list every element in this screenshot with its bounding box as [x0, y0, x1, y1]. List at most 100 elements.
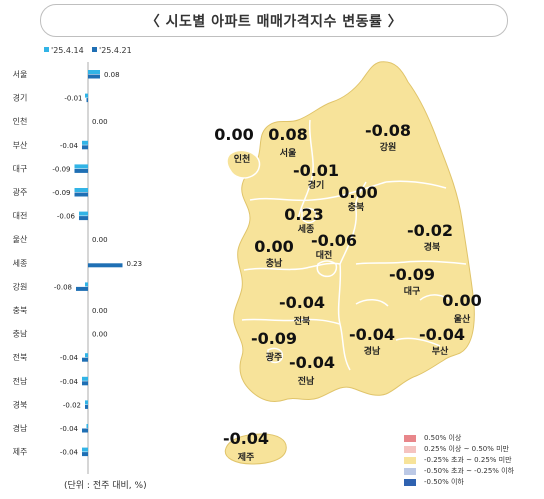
bar — [86, 424, 88, 428]
incheon-shape — [226, 149, 261, 179]
category-label: 울산 — [13, 234, 28, 244]
map-legend-swatch — [404, 478, 416, 486]
category-label: 전남 — [13, 376, 28, 386]
unit-note: (단위 : 전주 대비, %) — [64, 481, 147, 491]
map-legend: 0.50% 이상 0.25% 이상 ~ 0.50% 미만 -0.25% 초과 ~ 0… — [404, 433, 514, 488]
value-label: -0.09 — [52, 189, 70, 197]
category-label: 서울 — [13, 70, 28, 79]
map-legend-swatch — [404, 456, 416, 464]
value-label: -0.09 — [52, 165, 70, 173]
map-region-name: 제주 — [238, 451, 255, 463]
map-value: -0.06 — [311, 231, 357, 250]
map-legend-label: 0.50% 이상 — [424, 434, 462, 442]
category-label: 광주 — [13, 187, 28, 197]
map-legend-item: -0.50% 이하 — [404, 477, 514, 487]
value-label: -0.04 — [60, 354, 79, 362]
bar — [82, 376, 88, 381]
title-bar: 〈 시도별 아파트 매매가격지수 변동률 〉 — [40, 4, 508, 37]
bar — [82, 145, 88, 150]
map-shapes — [224, 61, 475, 465]
bar-chart: '25.4.14 '25.4.21 서울 0.08 경기 -0.01 인천 0.00 부산 -0.… — [13, 46, 143, 474]
bar — [79, 211, 88, 216]
map-legend-label: -0.25% 초과 ~ 0.25% 미만 — [424, 456, 512, 464]
category-label: 세종 — [13, 259, 28, 268]
map-region-name: 대구 — [404, 285, 421, 297]
map-value: -0.04 — [349, 325, 395, 344]
map-region-name: 광주 — [266, 351, 283, 363]
category-label: 대전 — [13, 211, 28, 221]
value-label: 0.00 — [92, 307, 108, 315]
map-region-name: 대전 — [316, 249, 333, 261]
value-label: 0.08 — [104, 71, 120, 79]
map-legend-item: 0.50% 이상 — [404, 433, 514, 443]
bar — [82, 452, 88, 457]
value-label: -0.04 — [60, 142, 79, 150]
bar — [88, 263, 123, 268]
chart-title: 〈 시도별 아파트 매매가격지수 변동률 〉 — [145, 14, 403, 30]
map-region-name: 인천 — [234, 154, 251, 165]
bar — [82, 428, 88, 433]
map-legend-item: -0.25% 초과 ~ 0.25% 미만 — [404, 455, 514, 465]
map-legend-label: -0.50% 초과 ~ -0.25% 이하 — [424, 467, 515, 475]
map-value: -0.09 — [389, 265, 435, 284]
category-label: 경남 — [13, 423, 28, 433]
map-legend-item: 0.25% 이상 ~ 0.50% 미만 — [404, 444, 514, 454]
bar — [76, 286, 88, 291]
map-region-name: 부산 — [432, 345, 449, 357]
map-legend-item: -0.50% 초과 ~ -0.25% 이하 — [404, 466, 514, 476]
bar — [74, 192, 88, 197]
bar — [82, 381, 88, 386]
bar — [88, 70, 100, 74]
map-value: -0.04 — [223, 429, 269, 448]
map-value: 0.23 — [284, 205, 323, 224]
legend-label: '25.4.14 — [51, 46, 84, 55]
map-value: 0.00 — [442, 291, 481, 310]
map-legend-swatch — [404, 434, 416, 442]
category-label: 전북 — [13, 352, 28, 362]
map-legend-swatch — [404, 467, 416, 475]
category-label: 충남 — [13, 330, 28, 339]
category-label: 인천 — [13, 116, 28, 126]
map-region-name: 전북 — [294, 315, 311, 327]
map-value: 0.08 — [268, 125, 307, 144]
legend-swatch — [44, 47, 49, 52]
province-borders — [241, 119, 467, 371]
map-value: -0.04 — [289, 353, 335, 372]
map-legend-label: -0.50% 이하 — [424, 478, 464, 486]
value-label: -0.01 — [64, 95, 82, 103]
legend-swatch — [92, 47, 97, 52]
bar — [85, 353, 88, 358]
bar — [85, 93, 88, 98]
map-region-name: 서울 — [280, 147, 297, 159]
bar — [86, 98, 88, 103]
bar — [85, 404, 88, 409]
map-legend-swatch — [404, 445, 416, 453]
bar — [82, 447, 88, 452]
value-label: 0.23 — [127, 260, 143, 268]
category-label: 대구 — [13, 164, 28, 173]
value-label: 0.00 — [92, 118, 108, 126]
bar — [85, 400, 88, 405]
map-value: -0.08 — [365, 121, 411, 140]
map-value: -0.04 — [419, 325, 465, 344]
map-value: -0.02 — [407, 221, 453, 240]
map-region-name: 전남 — [298, 375, 315, 387]
map-value: -0.04 — [279, 293, 325, 312]
bar — [88, 74, 100, 79]
category-label: 부산 — [13, 140, 28, 150]
value-label: -0.02 — [63, 401, 81, 409]
map-legend-label: 0.25% 이상 ~ 0.50% 미만 — [424, 445, 510, 453]
map-region-name: 충남 — [266, 257, 283, 269]
map-value: 0.00 — [338, 183, 377, 202]
korea-map: 0.00인천0.08서울-0.01경기-0.08강원0.00충북0.23세종-0… — [214, 61, 482, 465]
bar — [82, 140, 88, 145]
category-label: 경북 — [13, 399, 28, 409]
category-label: 제주 — [13, 448, 28, 457]
map-region-name: 경기 — [308, 179, 325, 191]
value-label: 0.00 — [92, 331, 108, 339]
category-label: 충북 — [13, 306, 28, 315]
map-labels: 0.00인천0.08서울-0.01경기-0.08강원0.00충북0.23세종-0… — [214, 121, 481, 463]
map-region-name: 강원 — [380, 141, 397, 153]
map-value: 0.00 — [254, 237, 293, 256]
value-label: -0.04 — [60, 378, 79, 386]
